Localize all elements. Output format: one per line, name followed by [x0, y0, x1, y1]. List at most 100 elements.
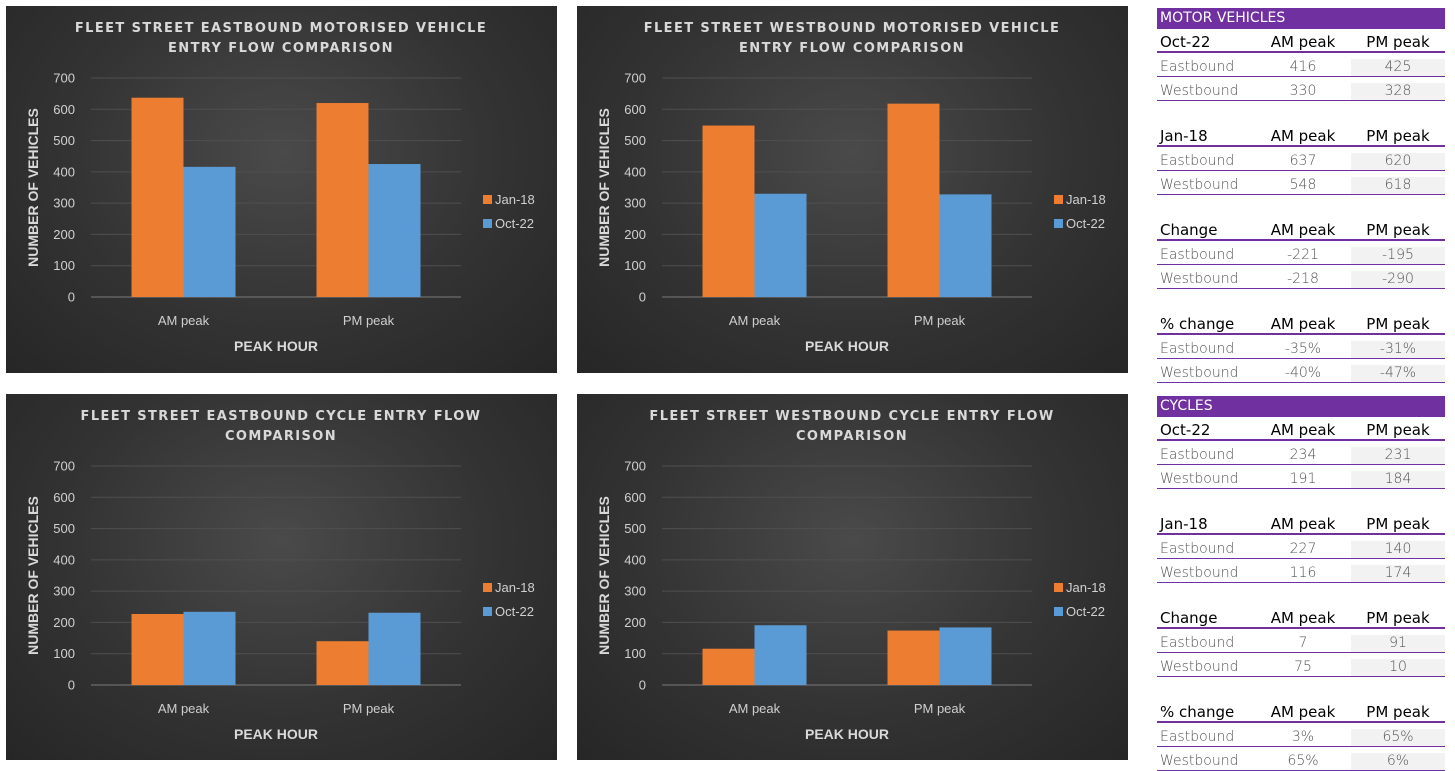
table-cell: Eastbound — [1157, 341, 1255, 358]
bar-oct22 — [754, 193, 807, 297]
table-group: Change AM peak PM peak Eastbound -221 -195 Wes… — [1157, 217, 1445, 289]
y-tick-label: 400 — [53, 552, 75, 567]
bar-oct22 — [183, 611, 236, 685]
chart-svg: FLEET STREET EASTBOUND MOTORISED VEHICLE… — [25, 21, 535, 354]
table-header-cell: AM peak — [1270, 515, 1336, 533]
table-header-row: Change AM peak PM peak — [1157, 217, 1445, 241]
y-tick-label: 400 — [624, 164, 646, 179]
y-tick-label: 100 — [624, 646, 646, 661]
bar-jan18 — [131, 97, 184, 298]
x-axis-label: PEAK HOUR — [805, 726, 889, 742]
y-tick-label: 400 — [624, 552, 646, 567]
bar-oct22 — [183, 166, 236, 297]
legend-label: Jan-18 — [495, 192, 535, 207]
legend-label: Oct-22 — [495, 604, 534, 619]
table-cell: -218 — [1287, 271, 1319, 287]
bar-jan18 — [887, 630, 940, 685]
table-cell: -47% — [1351, 365, 1445, 382]
table-row: Eastbound 234 231 — [1157, 441, 1445, 465]
table-header-cell: PM peak — [1366, 609, 1430, 627]
y-tick-label: 700 — [53, 71, 75, 86]
table-header-cell: AM peak — [1270, 421, 1336, 439]
chart-westbound-motor: FLEET STREET WESTBOUND MOTORISED VEHICLE… — [577, 6, 1128, 373]
table-cell: -40% — [1284, 365, 1322, 381]
table-row: Westbound -218 -290 — [1157, 265, 1445, 289]
legend-label: Jan-18 — [495, 580, 535, 595]
table-cell: -290 — [1351, 271, 1445, 288]
table-spacer — [1157, 101, 1445, 123]
table-cell: Eastbound — [1157, 447, 1255, 464]
table-cell: 330 — [1289, 83, 1317, 99]
table-cell: 425 — [1351, 59, 1445, 76]
legend-label: Jan-18 — [1066, 580, 1106, 595]
table-cell: Westbound — [1157, 753, 1255, 770]
chart-title-line: FLEET STREET EASTBOUND CYCLE ENTRY FLOW — [81, 409, 482, 424]
legend-swatch-oct22 — [483, 219, 492, 228]
table-row: Eastbound -221 -195 — [1157, 241, 1445, 265]
table-header-cell: AM peak — [1270, 703, 1336, 721]
table-header-cell: Oct-22 — [1160, 33, 1211, 51]
table-header-cell: PM peak — [1366, 315, 1430, 333]
bar-oct22 — [368, 164, 421, 297]
chart-title-line: COMPARISON — [796, 429, 908, 444]
y-tick-label: 100 — [624, 258, 646, 273]
y-tick-label: 200 — [53, 615, 75, 630]
y-tick-label: 700 — [53, 459, 75, 474]
table-cell: 65% — [1351, 729, 1445, 746]
x-axis-label: PEAK HOUR — [234, 338, 318, 354]
legend-label: Oct-22 — [1066, 604, 1105, 619]
table-cell: Westbound — [1157, 471, 1255, 488]
table-cell: 637 — [1289, 153, 1317, 169]
table-title: MOTOR VEHICLES — [1157, 8, 1445, 29]
table-header-cell: Change — [1160, 221, 1218, 239]
table-title: CYCLES — [1157, 396, 1445, 417]
table-row: Eastbound 227 140 — [1157, 535, 1445, 559]
table-row: Eastbound -35% -31% — [1157, 335, 1445, 359]
table-header-row: Jan-18 AM peak PM peak — [1157, 123, 1445, 147]
table-spacer — [1157, 195, 1445, 217]
table-row: Westbound 65% 6% — [1157, 747, 1445, 771]
table-header-cell: PM peak — [1366, 127, 1430, 145]
table-cell: 65% — [1287, 753, 1319, 769]
table-cell: -221 — [1287, 247, 1319, 263]
chart-svg: FLEET STREET WESTBOUND CYCLE ENTRY FLOW C… — [596, 409, 1106, 742]
table-cell: 140 — [1351, 541, 1445, 558]
x-tick-label: AM peak — [729, 701, 781, 716]
table-cell: 7 — [1298, 635, 1308, 651]
table-cell: 328 — [1351, 83, 1445, 100]
table-cell: Westbound — [1157, 565, 1255, 582]
y-axis-label: NUMBER OF VEHICLES — [25, 496, 41, 655]
table-row: Eastbound 416 425 — [1157, 53, 1445, 77]
x-axis-label: PEAK HOUR — [234, 726, 318, 742]
legend-swatch-jan18 — [1054, 195, 1063, 204]
chart-westbound-cycle: FLEET STREET WESTBOUND CYCLE ENTRY FLOW C… — [577, 394, 1128, 760]
y-tick-label: 0 — [68, 678, 75, 693]
table-cell: 75 — [1294, 659, 1312, 675]
chart-svg: FLEET STREET WESTBOUND MOTORISED VEHICLE… — [596, 21, 1106, 354]
table-group: Oct-22 AM peak PM peak Eastbound 416 425 Westb… — [1157, 29, 1445, 101]
table-cell: 174 — [1351, 565, 1445, 582]
y-tick-label: 200 — [624, 227, 646, 242]
bar-jan18 — [316, 103, 369, 298]
table-cell: Westbound — [1157, 271, 1255, 288]
legend-label: Oct-22 — [1066, 216, 1105, 231]
table-header-row: Oct-22 AM peak PM peak — [1157, 417, 1445, 441]
table-cell: 6% — [1351, 753, 1445, 770]
table-cell: 618 — [1351, 177, 1445, 194]
table-row: Eastbound 3% 65% — [1157, 723, 1445, 747]
chart-title-line: FLEET STREET WESTBOUND CYCLE ENTRY FLOW — [649, 409, 1054, 424]
chart-title-line: FLEET STREET EASTBOUND MOTORISED VEHICLE — [75, 21, 487, 36]
table-header-cell: % change — [1160, 315, 1235, 333]
motor-vehicles-table: MOTOR VEHICLES Oct-22 AM peak PM peak Eastbo… — [1157, 8, 1445, 383]
x-tick-label: PM peak — [914, 313, 966, 328]
table-cell: Eastbound — [1157, 247, 1255, 264]
y-tick-label: 500 — [53, 521, 75, 536]
table-header-row: % change AM peak PM peak — [1157, 699, 1445, 723]
table-spacer — [1157, 583, 1445, 605]
table-cell: 231 — [1351, 447, 1445, 464]
table-header-cell: Jan-18 — [1160, 127, 1208, 145]
table-row: Westbound 75 10 — [1157, 653, 1445, 677]
bar-jan18 — [702, 648, 755, 685]
table-cell: 184 — [1351, 471, 1445, 488]
bar-oct22 — [754, 625, 807, 685]
